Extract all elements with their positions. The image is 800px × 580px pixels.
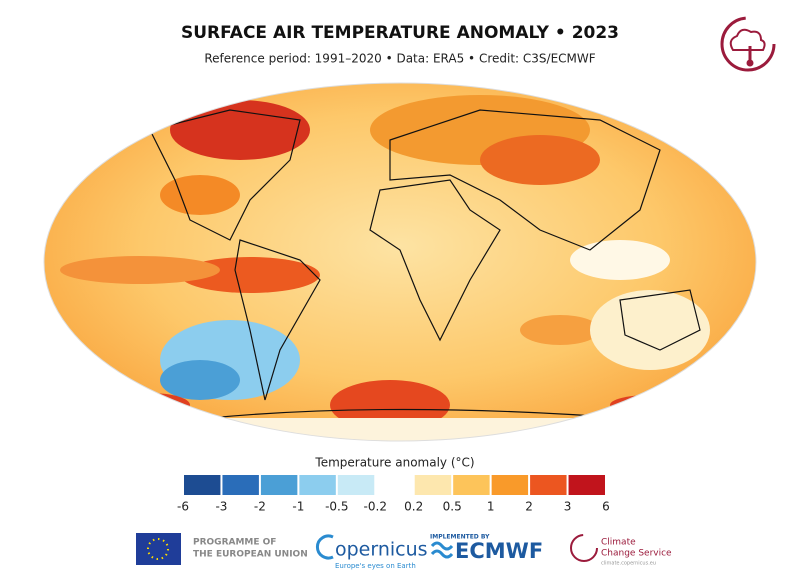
ecmwf-text: ECMWF	[455, 539, 543, 563]
eu-text: PROGRAMME OF	[193, 538, 276, 548]
legend-swatch	[222, 475, 259, 495]
legend: -6 -3 -2 -1 -0.5 -0.2 0.2 0.5 1 2 3 6	[177, 475, 610, 514]
map-border	[43, 82, 757, 442]
legend-tick-label: 1	[487, 500, 495, 514]
legend-tick-label: 6	[602, 500, 610, 514]
legend-title: Temperature anomaly (°C)	[314, 456, 474, 470]
legend-tick-label: 3	[564, 500, 572, 514]
legend-swatch	[568, 475, 605, 495]
legend-swatch	[530, 475, 567, 495]
copernicus-text: opernicus	[335, 539, 428, 561]
legend-tick-label: -3	[215, 500, 227, 514]
c3s-url: climate.copernicus.eu	[601, 561, 656, 567]
legend-tick-label: 2	[525, 500, 533, 514]
implemented-text: IMPLEMENTED BY	[430, 534, 490, 541]
eu-stars	[147, 538, 169, 560]
c3s-text: Change Service	[601, 549, 672, 559]
legend-swatch	[453, 475, 490, 495]
eu-flag	[136, 533, 181, 565]
legend-swatch	[299, 475, 336, 495]
c3s-icon	[720, 16, 776, 72]
legend-tick-label: -2	[254, 500, 266, 514]
copernicus-c	[315, 534, 334, 560]
c3s-text: Climate	[601, 538, 636, 548]
eu-text: THE EUROPEAN UNION	[193, 550, 308, 560]
legend-swatch	[337, 475, 375, 495]
subtitle: Reference period: 1991–2020 • Data: ERA5…	[204, 52, 595, 66]
c3s-small-icon	[570, 534, 598, 562]
legend-tick-label: 0.5	[443, 500, 462, 514]
legend-swatch	[491, 475, 529, 495]
title: SURFACE AIR TEMPERATURE ANOMALY • 2023	[181, 23, 619, 43]
ecmwf-icon	[430, 541, 454, 559]
legend-tick-label: 0.2	[404, 500, 423, 514]
legend-tick-label: -1	[292, 500, 304, 514]
legend-tick-label: -6	[177, 500, 189, 514]
legend-tick-label: -0.5	[325, 500, 348, 514]
legend-swatch	[376, 475, 413, 495]
legend-tick-label: -0.2	[364, 500, 387, 514]
legend-swatch	[260, 475, 298, 495]
footer: PROGRAMME OF THE EUROPEAN UNION opernicu…	[136, 533, 672, 570]
legend-swatch	[414, 475, 452, 495]
copernicus-tagline: Europe's eyes on Earth	[335, 562, 416, 570]
legend-swatch	[184, 475, 221, 495]
